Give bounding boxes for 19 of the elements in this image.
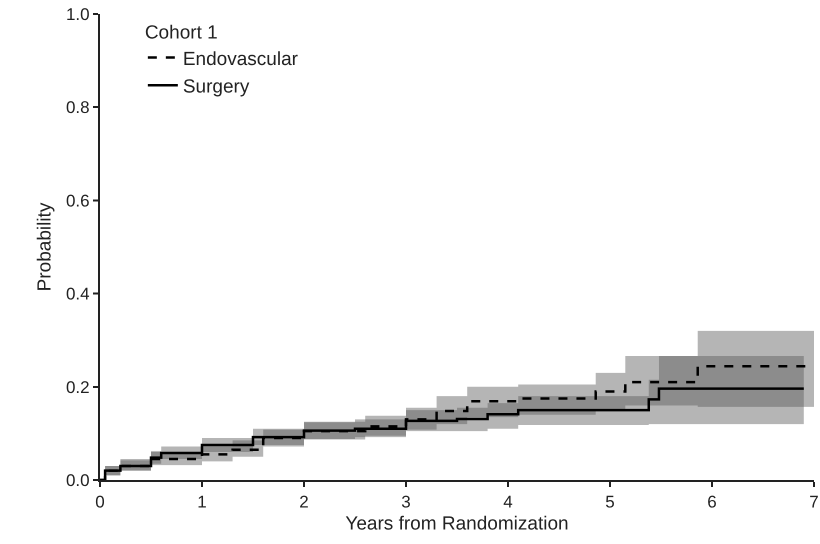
x-tick-label: 2 <box>299 492 309 512</box>
x-tick-label: 6 <box>707 492 717 512</box>
y-tick-label: 0.4 <box>66 284 90 304</box>
x-tick-label: 1 <box>197 492 207 512</box>
legend-label: Surgery <box>182 76 250 98</box>
x-tick-label: 0 <box>95 492 105 512</box>
y-tick-label: 1.0 <box>66 4 90 24</box>
legend-title: Cohort 1 <box>144 22 218 44</box>
x-tick-label: 7 <box>809 492 819 512</box>
x-tick-label: 5 <box>605 492 615 512</box>
x-axis-title: Years from Randomization <box>345 514 569 535</box>
x-tick-label: 3 <box>401 492 411 512</box>
y-tick-label: 0.6 <box>66 191 90 210</box>
x-tick-label: 4 <box>503 492 513 512</box>
legend-label: Endovascular <box>182 48 299 70</box>
y-tick-label: 0.0 <box>66 470 90 490</box>
y-axis-title: Probability <box>34 202 56 292</box>
y-tick-label: 0.2 <box>66 378 90 397</box>
y-tick-label: 0.8 <box>66 98 90 118</box>
